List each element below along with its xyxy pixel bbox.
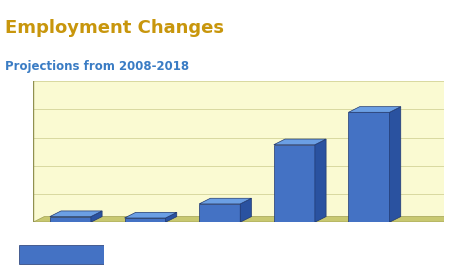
Polygon shape — [166, 212, 177, 222]
Polygon shape — [199, 198, 252, 204]
Polygon shape — [91, 211, 102, 222]
Polygon shape — [348, 107, 401, 112]
Bar — [274, 145, 315, 222]
Bar — [125, 218, 166, 222]
Polygon shape — [33, 217, 455, 222]
Bar — [348, 112, 389, 222]
Polygon shape — [125, 212, 177, 218]
Bar — [199, 204, 240, 222]
Text: Employment Changes: Employment Changes — [5, 19, 224, 37]
Bar — [50, 217, 91, 222]
Polygon shape — [274, 139, 326, 145]
Polygon shape — [50, 211, 102, 217]
Polygon shape — [389, 107, 401, 222]
Text: Projections from 2008-2018: Projections from 2008-2018 — [5, 60, 189, 73]
Polygon shape — [240, 198, 252, 222]
Polygon shape — [315, 139, 326, 222]
Bar — [19, 245, 104, 264]
